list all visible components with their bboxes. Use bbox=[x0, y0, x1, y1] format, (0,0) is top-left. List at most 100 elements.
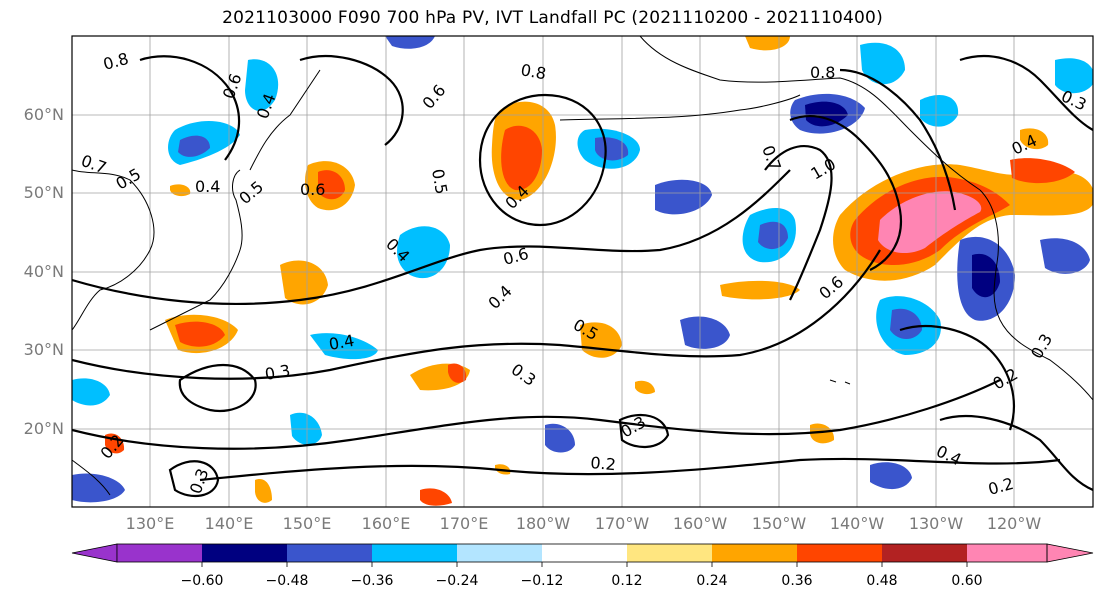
asia-coast bbox=[72, 169, 155, 331]
contour-line bbox=[199, 457, 1061, 482]
neg-anomaly-blob bbox=[1055, 58, 1093, 94]
aleutian-chain bbox=[559, 94, 801, 121]
lat-label: 40°N bbox=[23, 262, 64, 281]
neg-anomaly-blob bbox=[72, 378, 110, 406]
neg-anomaly-blob bbox=[385, 36, 435, 49]
contour-line bbox=[478, 93, 607, 227]
neg-anomaly-blob bbox=[310, 333, 378, 360]
pos-anomaly-blob bbox=[810, 423, 835, 444]
neg-anomaly-blob bbox=[1040, 238, 1090, 274]
philippines-coast bbox=[72, 459, 111, 496]
lat-label: 20°N bbox=[23, 419, 64, 438]
neg-anomaly-blob bbox=[758, 221, 788, 250]
hawaii-islands bbox=[829, 379, 851, 385]
neg-anomaly-blob bbox=[178, 135, 210, 157]
colorbar-swatch bbox=[627, 544, 712, 562]
neg-anomaly-blob bbox=[805, 101, 848, 127]
neg-anomaly-blob bbox=[655, 179, 712, 215]
lat-label: 30°N bbox=[23, 340, 64, 359]
colorbar-swatch bbox=[967, 544, 1047, 562]
lon-label: 160°W bbox=[672, 514, 728, 533]
pos-anomaly-blob bbox=[720, 280, 800, 300]
colorbar-tick-label: 0.60 bbox=[951, 573, 983, 589]
colorbar-tick-label: −0.12 bbox=[520, 573, 564, 589]
lat-label: 60°N bbox=[23, 105, 64, 124]
colorbar-swatch bbox=[882, 544, 967, 562]
contour-label: 0.4 bbox=[327, 331, 355, 354]
colorbar-swatch bbox=[117, 544, 202, 562]
pos-anomaly-blob bbox=[635, 380, 655, 395]
contour-line bbox=[299, 54, 404, 146]
contour-line bbox=[72, 379, 1001, 450]
contour-line bbox=[839, 68, 957, 211]
lon-label: 170°W bbox=[594, 514, 650, 533]
contour-line bbox=[168, 460, 220, 498]
kamchatka-coast bbox=[249, 69, 321, 171]
lon-label: 130°E bbox=[125, 514, 175, 533]
neg-anomaly-blob bbox=[890, 308, 922, 339]
neg-anomaly-blob bbox=[545, 423, 575, 453]
contour-label: 0.6 bbox=[300, 180, 325, 199]
colorbar bbox=[71, 543, 1094, 567]
pos-anomaly-blob bbox=[1020, 128, 1049, 150]
contour-label: 0.4 bbox=[195, 177, 220, 196]
colorbar-swatch bbox=[712, 544, 797, 562]
pos-anomaly-blob bbox=[175, 321, 225, 347]
lat-label: 50°N bbox=[23, 183, 64, 202]
neg-anomaly-blob bbox=[72, 473, 125, 503]
gridlines bbox=[72, 36, 1093, 507]
colorbar-swatch bbox=[542, 544, 627, 562]
contour-line bbox=[139, 55, 241, 161]
colorbar-swatch bbox=[287, 544, 372, 562]
contour-label: 0.8 bbox=[519, 60, 547, 83]
pv-contours bbox=[72, 54, 1093, 498]
pos-anomaly-blob bbox=[1010, 158, 1075, 184]
north-america-coast bbox=[979, 189, 1093, 401]
neg-anomaly-blob bbox=[870, 462, 912, 490]
neg-anomaly-blob bbox=[595, 137, 629, 161]
contour-line bbox=[959, 55, 1093, 131]
lon-label: 170°E bbox=[439, 514, 489, 533]
colorbar-swatch bbox=[372, 544, 457, 562]
lon-label: 180°W bbox=[515, 514, 571, 533]
colorbar-swatch bbox=[457, 544, 542, 562]
lon-label: 130°W bbox=[908, 514, 964, 533]
lon-label: 160°E bbox=[361, 514, 411, 533]
contour-line bbox=[72, 169, 791, 306]
neg-anomaly-blob bbox=[920, 95, 959, 127]
pos-anomaly-blob bbox=[318, 170, 345, 200]
colorbar-tick-label: −0.24 bbox=[435, 573, 479, 589]
colorbar-low-extension bbox=[71, 543, 118, 563]
colorbar-tick-label: −0.60 bbox=[180, 573, 224, 589]
colorbar-swatch bbox=[797, 544, 882, 562]
colorbar-tick-label: 0.24 bbox=[696, 573, 728, 589]
neg-anomaly-blob bbox=[860, 42, 905, 85]
alaska-coast bbox=[639, 36, 981, 191]
neg-anomaly-blob bbox=[680, 316, 730, 349]
colorbar-tick-label: 0.12 bbox=[611, 573, 643, 589]
pos-anomaly-blob bbox=[420, 488, 452, 506]
colorbar-tick-label: −0.48 bbox=[265, 573, 309, 589]
lon-label: 140°E bbox=[204, 514, 254, 533]
contour-line bbox=[178, 363, 257, 413]
contour-line bbox=[764, 145, 833, 301]
contour-label: 0.5 bbox=[428, 167, 451, 195]
pos-anomaly-blob bbox=[255, 479, 272, 503]
figure-title: 2021103000 F090 700 hPa PV, IVT Landfall… bbox=[222, 8, 883, 28]
contour-label: 0.3 bbox=[263, 361, 291, 384]
pos-anomaly-blob bbox=[280, 260, 328, 305]
colorbar-swatch bbox=[202, 544, 287, 562]
lon-label: 120°W bbox=[986, 514, 1042, 533]
neg-anomaly-blob bbox=[397, 226, 450, 279]
colorbar-tick-label: 0.48 bbox=[866, 573, 898, 589]
colorbar-tick-label: −0.36 bbox=[350, 573, 394, 589]
contour-line bbox=[939, 414, 1093, 492]
lon-label: 150°E bbox=[282, 514, 332, 533]
map-border bbox=[71, 35, 1094, 508]
colorbar-tick-label: 0.36 bbox=[781, 573, 813, 589]
contour-label: 0.2 bbox=[590, 453, 617, 474]
lon-label: 150°W bbox=[751, 514, 807, 533]
contour-label: 0.8 bbox=[810, 63, 835, 82]
pos-anomaly-blob bbox=[448, 363, 467, 383]
